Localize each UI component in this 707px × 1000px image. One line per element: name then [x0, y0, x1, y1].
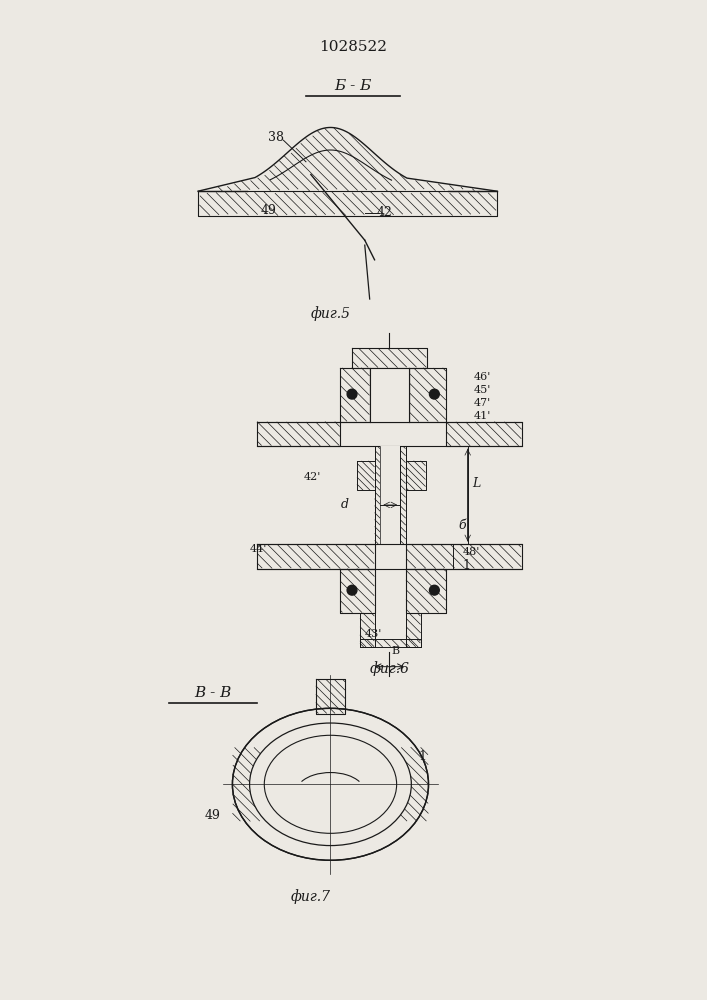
Text: фиг.6: фиг.6: [369, 661, 409, 676]
Ellipse shape: [250, 723, 411, 846]
Circle shape: [429, 389, 439, 399]
Text: L: L: [472, 477, 481, 490]
Text: 41': 41': [474, 411, 491, 421]
Text: 45': 45': [474, 385, 491, 395]
Text: В - В: В - В: [194, 686, 231, 700]
Text: 48': 48': [463, 547, 480, 557]
Text: фиг.5: фиг.5: [310, 306, 351, 321]
Text: В: В: [391, 646, 399, 656]
Text: d: d: [340, 498, 349, 511]
Text: 49: 49: [261, 204, 276, 217]
Text: фиг.7: фиг.7: [291, 890, 331, 904]
Bar: [370, 368, 409, 422]
Text: Б - Б: Б - Б: [334, 79, 372, 93]
Circle shape: [347, 585, 357, 595]
Text: 1028522: 1028522: [319, 40, 387, 54]
Text: 1: 1: [463, 559, 471, 572]
Ellipse shape: [264, 735, 397, 833]
Text: 44': 44': [250, 544, 267, 554]
Text: 47': 47': [474, 398, 491, 408]
Text: 38: 38: [267, 131, 284, 144]
Bar: [380, 446, 400, 544]
Text: 1: 1: [419, 750, 427, 763]
Text: б: б: [458, 519, 465, 532]
Text: 34: 34: [345, 818, 361, 831]
Text: 46': 46': [474, 372, 491, 382]
Text: 42: 42: [376, 206, 392, 219]
Text: 49: 49: [205, 809, 221, 822]
Ellipse shape: [233, 708, 428, 860]
Text: 43': 43': [365, 629, 382, 639]
Text: 42': 42': [304, 472, 322, 482]
Circle shape: [347, 389, 357, 399]
Circle shape: [429, 585, 439, 595]
